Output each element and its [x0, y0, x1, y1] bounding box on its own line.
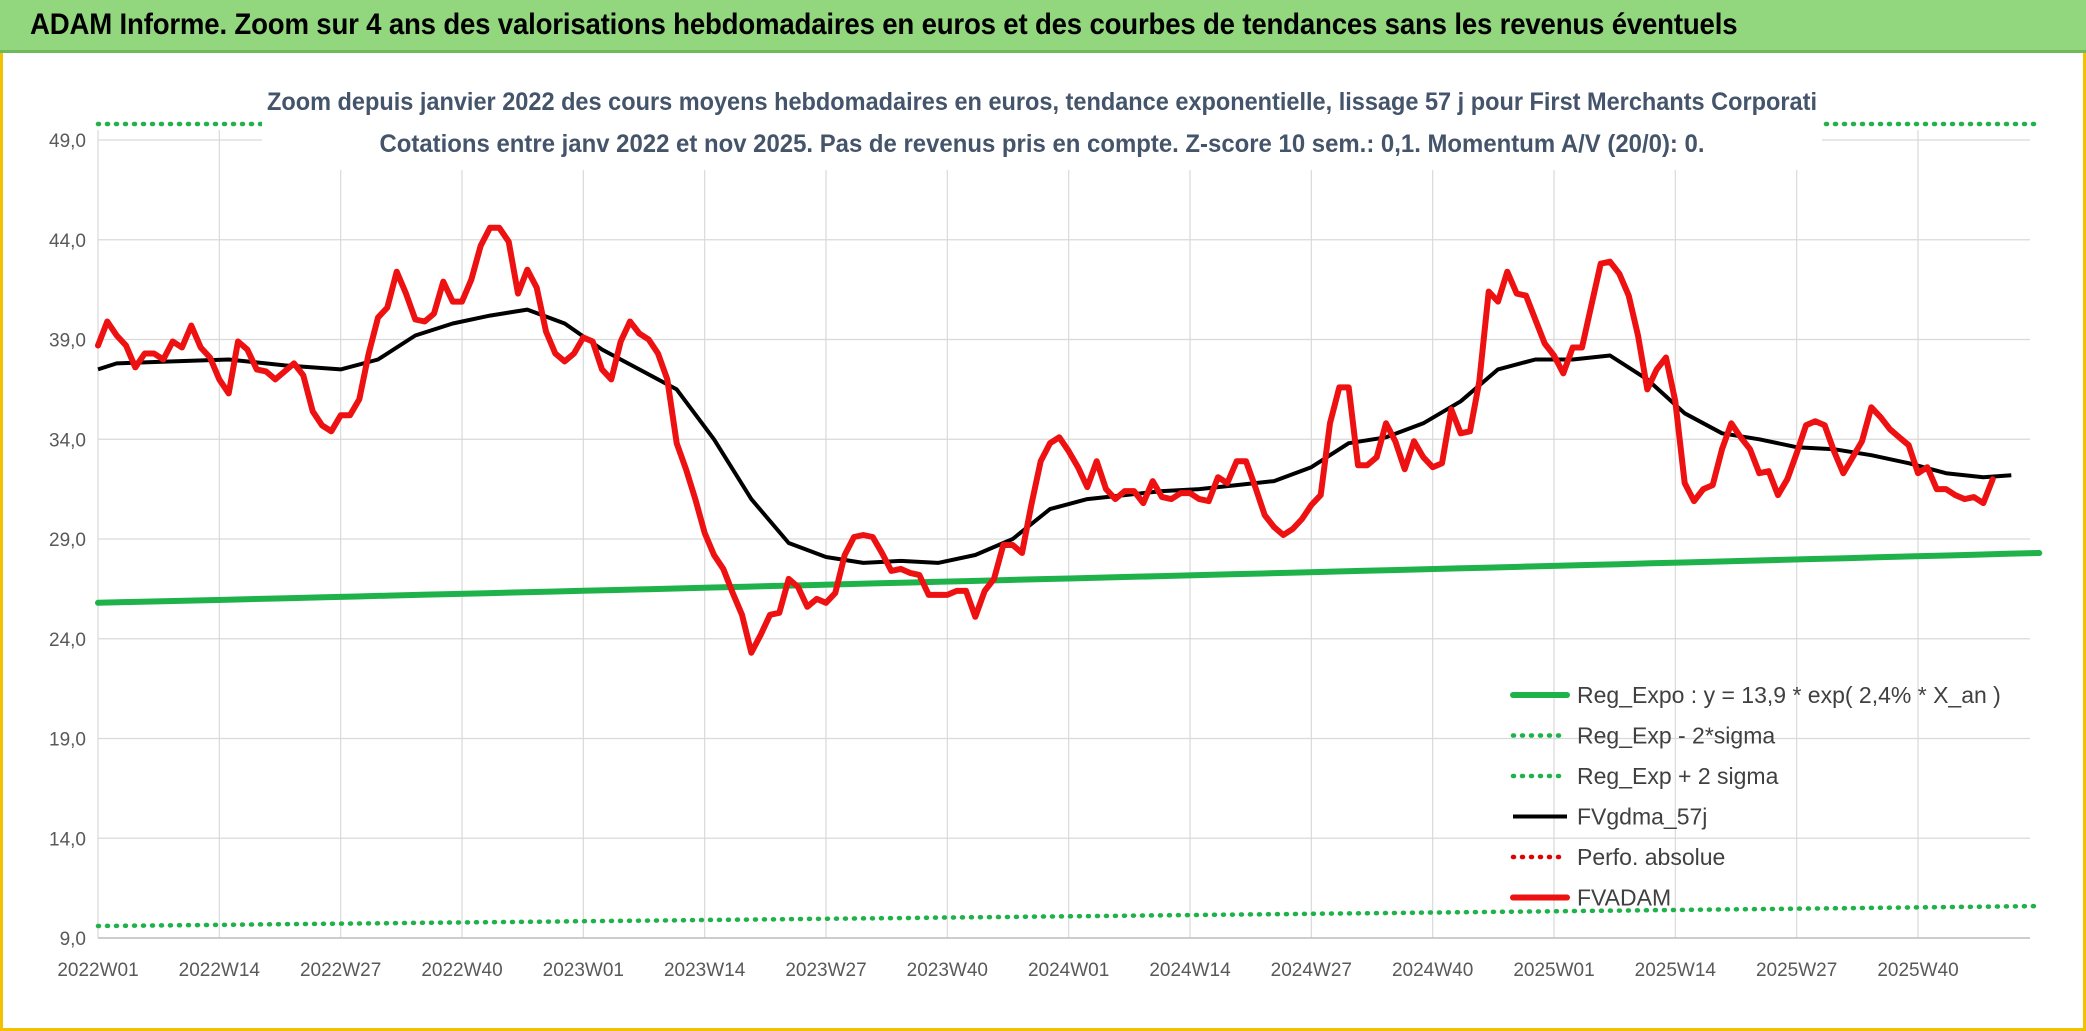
x-tick-label: 2025W40	[1877, 960, 1958, 981]
page-title: ADAM Informe. Zoom sur 4 ans des valoris…	[30, 8, 1738, 41]
legend-label-perfo: Perfo. absolue	[1577, 844, 1725, 870]
x-tick-label: 2024W40	[1392, 960, 1473, 981]
x-tick-label: 2022W27	[300, 960, 381, 981]
x-tick-label: 2022W01	[57, 960, 138, 981]
x-tick-label: 2023W40	[907, 960, 988, 981]
chart-title: Zoom depuis janvier 2022 des cours moyen…	[267, 88, 1817, 116]
legend-label-fvadam: FVADAM	[1577, 885, 1671, 911]
legend-label-reg_plus: Reg_Exp + 2 sigma	[1577, 763, 1779, 789]
series-reg-expo-line	[95, 550, 2043, 606]
series-fvadam-line	[95, 224, 1996, 656]
legend-label-fvgdma: FVgdma_57j	[1577, 804, 1707, 830]
x-axis: 2022W01 2022W14 2022W27 2022W40 2023W01 2023W…	[57, 960, 1958, 981]
chart-legend: Reg_Expo : y = 13,9 * exp( 2,4% * X_an )…	[1510, 682, 2001, 911]
y-tick-label: 14,0	[49, 829, 86, 850]
x-tick-label: 2022W40	[421, 960, 502, 981]
series-fvgdma-57j-line	[97, 307, 2012, 565]
series-reg-exp-minus-2sigma-line	[95, 903, 2042, 929]
x-tick-label: 2023W14	[664, 960, 746, 981]
legend-label-reg_expo: Reg_Expo : y = 13,9 * exp( 2,4% * X_an )	[1577, 682, 2001, 708]
y-tick-label: 39,0	[49, 331, 86, 352]
legend-label-reg_minus: Reg_Exp - 2*sigma	[1577, 723, 1775, 749]
y-tick-label: 49,0	[49, 131, 86, 152]
y-tick-label: 19,0	[49, 730, 86, 751]
y-tick-label: 44,0	[49, 231, 86, 252]
x-tick-label: 2024W01	[1028, 960, 1109, 981]
y-tick-label: 34,0	[49, 430, 86, 451]
y-tick-label: 29,0	[49, 530, 86, 551]
y-axis: 9,0 14,0 19,0 24,0 29,0 34,0 39,0 44,0 49,0	[49, 131, 86, 950]
x-tick-label: 2023W27	[785, 960, 866, 981]
chart-gridlines	[97, 130, 2030, 939]
x-tick-label: 2025W14	[1635, 960, 1717, 981]
title-backdrop	[262, 78, 1822, 170]
y-tick-label: 9,0	[60, 929, 86, 950]
report-header: ADAM Informe. Zoom sur 4 ans des valoris…	[0, 0, 2086, 53]
x-tick-label: 2025W27	[1756, 960, 1837, 981]
x-tick-label: 2022W14	[179, 960, 261, 981]
x-tick-label: 2024W27	[1271, 960, 1352, 981]
chart-subtitle: Cotations entre janv 2022 et nov 2025. P…	[380, 130, 1705, 158]
x-tick-label: 2023W01	[543, 960, 624, 981]
valuation-chart: 9,0 14,0 19,0 24,0 29,0 34,0 39,0 44,0 49,0 2022…	[49, 78, 2043, 981]
y-tick-label: 24,0	[49, 630, 86, 651]
x-tick-label: 2025W01	[1513, 960, 1594, 981]
x-tick-label: 2024W14	[1149, 960, 1231, 981]
